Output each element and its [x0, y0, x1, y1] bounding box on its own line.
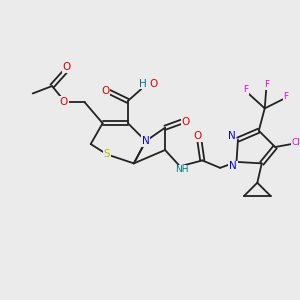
Text: F: F [243, 85, 248, 94]
Text: O: O [194, 131, 202, 141]
Text: S: S [104, 149, 110, 160]
Text: N: N [142, 136, 150, 146]
Text: O: O [150, 79, 158, 89]
Text: O: O [101, 85, 109, 95]
Text: H: H [139, 79, 147, 89]
Text: O: O [63, 62, 71, 72]
Text: Cl: Cl [292, 138, 300, 147]
Text: O: O [60, 97, 68, 107]
Text: F: F [264, 80, 269, 89]
Text: N: N [228, 131, 235, 141]
Text: F: F [284, 92, 289, 101]
Text: NH: NH [175, 165, 188, 174]
Text: N: N [229, 161, 237, 171]
Text: O: O [182, 117, 190, 127]
